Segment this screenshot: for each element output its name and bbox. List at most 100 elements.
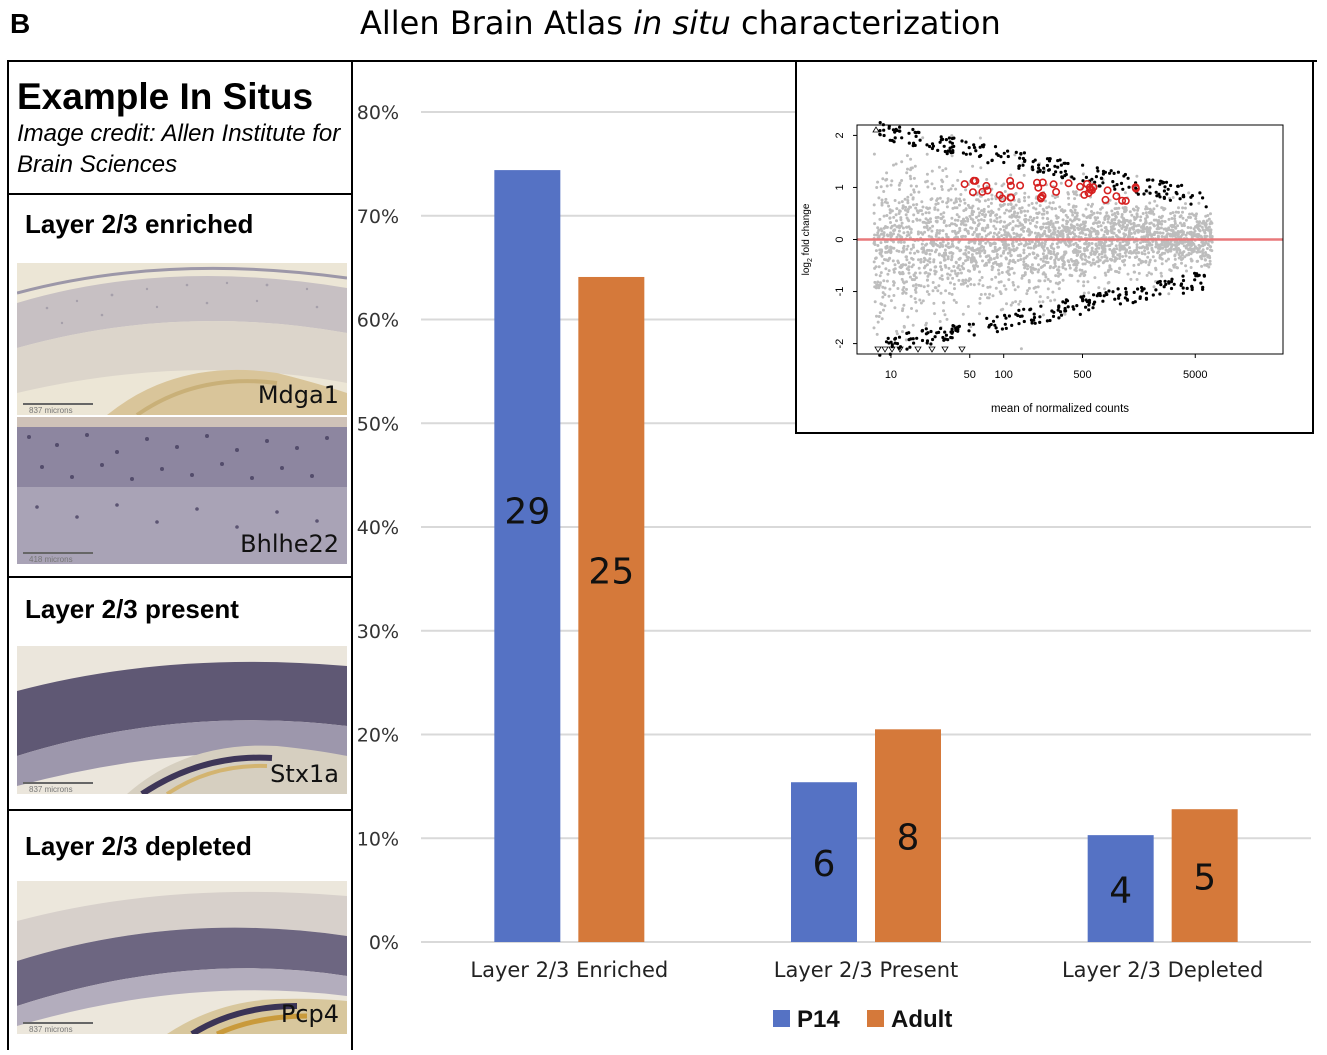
ma-point (914, 290, 918, 294)
ma-point (905, 258, 909, 262)
ma-point (1074, 241, 1078, 245)
ma-point (919, 301, 923, 305)
ma-point (895, 225, 899, 229)
ma-point (914, 276, 918, 280)
ma-point (1012, 271, 1016, 275)
ma-point (1169, 286, 1174, 291)
ma-point (1061, 232, 1065, 236)
ma-point (1012, 212, 1016, 215)
outlier-down-marker (881, 346, 889, 353)
ma-point (967, 322, 971, 326)
ma-point (1038, 320, 1042, 324)
ma-point (995, 233, 999, 237)
ma-point (898, 188, 901, 191)
bar-count-label: 6 (813, 844, 836, 885)
in-situ-image-bhlhe22: 418 microns Bhlhe22 (17, 417, 347, 564)
ma-point (994, 326, 998, 330)
ma-point (1016, 285, 1020, 289)
ma-point (890, 209, 894, 213)
ma-point (1065, 299, 1070, 303)
ma-point (1123, 228, 1127, 232)
ma-point (1096, 225, 1100, 228)
ma-point (880, 302, 884, 306)
ma-point (1007, 209, 1011, 213)
ma-point (1148, 222, 1152, 225)
bar-adult-3 (1171, 809, 1238, 942)
ma-point (908, 205, 912, 209)
ma-point (1079, 226, 1083, 230)
ma-point (892, 280, 895, 284)
ma-point (928, 252, 932, 256)
ma-point (892, 215, 896, 219)
ma-point (1175, 250, 1179, 254)
ma-point (1065, 230, 1068, 234)
ma-point (1082, 280, 1086, 284)
bar-count-label: 5 (1193, 858, 1216, 899)
ma-point (914, 286, 918, 290)
ma-point (978, 246, 982, 250)
ma-point (1083, 249, 1087, 253)
ma-point (995, 330, 999, 334)
ma-point (1183, 206, 1187, 210)
ma-point (944, 289, 948, 293)
ma-point (979, 293, 983, 296)
ma-point (895, 207, 899, 211)
ma-point (1104, 225, 1108, 229)
ma-point (951, 229, 955, 233)
ma-point (900, 221, 904, 225)
ma-point (1144, 217, 1147, 221)
ma-point (895, 219, 898, 223)
ma-point (877, 196, 881, 200)
ma-point (1118, 242, 1122, 246)
ma-point (945, 152, 949, 156)
ma-point (1008, 215, 1012, 219)
ma-point (901, 291, 905, 295)
legend-swatch-p14 (773, 1010, 790, 1027)
ma-point (1056, 274, 1060, 278)
outlier-down-marker (896, 346, 904, 353)
ma-point (945, 317, 949, 321)
ma-point (1092, 302, 1096, 306)
ma-point (933, 335, 937, 339)
scale-label: 418 microns (29, 555, 73, 564)
ma-point (1058, 234, 1062, 238)
ma-point (941, 200, 945, 204)
ma-point (967, 251, 971, 254)
ma-point (1064, 251, 1068, 255)
ma-point (1068, 218, 1072, 222)
ma-point (1146, 228, 1150, 232)
ma-point (1145, 178, 1149, 182)
ma-point (1050, 206, 1054, 210)
ma-point (956, 271, 960, 275)
ma-point (1152, 223, 1156, 227)
ma-point (1166, 232, 1170, 236)
ma-point (890, 224, 894, 228)
ma-point (912, 203, 915, 207)
ma-point (1054, 207, 1057, 211)
ma-point (882, 128, 886, 132)
ma-point (982, 207, 986, 211)
ma-point (1167, 257, 1170, 261)
legend-label-adult: Adult (891, 1006, 952, 1033)
ma-point (1184, 246, 1188, 250)
ma-point (1179, 282, 1184, 286)
ma-point (1102, 242, 1106, 246)
ma-point (1201, 287, 1205, 291)
ma-point (1192, 231, 1196, 235)
ma-point (953, 231, 957, 235)
ma-point (1052, 266, 1056, 270)
ma-point (1093, 276, 1097, 280)
ma-point (1078, 274, 1082, 278)
ma-point (1178, 221, 1182, 225)
ma-point (1030, 218, 1034, 222)
ma-point (1153, 259, 1157, 263)
ma-point (938, 229, 942, 233)
ma-point (1037, 242, 1041, 245)
ma-point (924, 217, 928, 221)
ma-point (1031, 168, 1035, 172)
ma-point (1009, 235, 1013, 239)
ma-point (977, 214, 981, 218)
ma-point (1169, 269, 1173, 273)
ma-point (1097, 253, 1101, 256)
